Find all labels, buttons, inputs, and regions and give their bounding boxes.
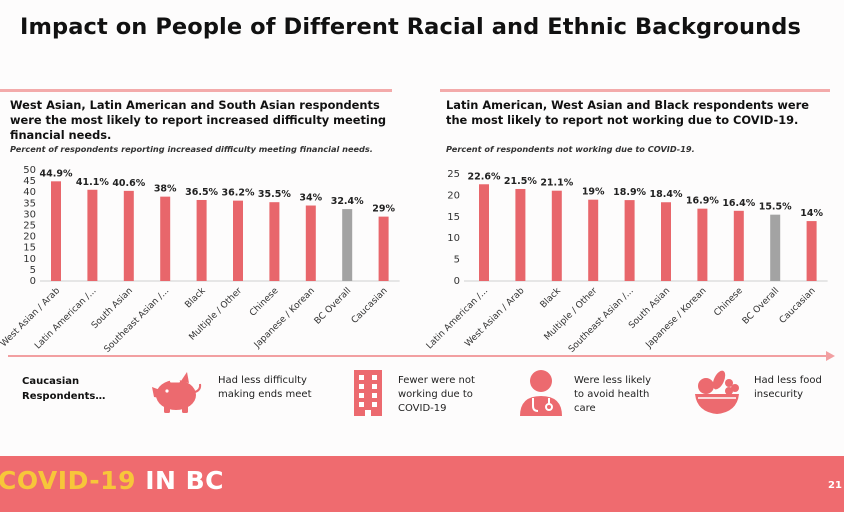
category-label: Southeast Asian /...: [102, 286, 171, 355]
bar: [378, 216, 389, 281]
bar: [160, 196, 171, 281]
bar: [196, 199, 207, 281]
y-tick-label: 0: [30, 276, 36, 287]
bar-value-label: 41.1%: [76, 177, 109, 188]
left-panel-subtitle: Percent of respondents reporting increas…: [10, 144, 373, 154]
bar: [51, 181, 61, 281]
bar: [305, 205, 316, 281]
y-tick-label: 50: [23, 165, 36, 176]
bar-value-label: 15.5%: [759, 202, 792, 213]
y-tick-label: 5: [454, 255, 460, 266]
bottom-item-2-text: Fewer were not working due to COVID-19: [398, 375, 475, 414]
category-label: Latin American /...: [33, 286, 98, 351]
bar-value-label: 18.4%: [650, 189, 683, 200]
y-tick-label: 10: [23, 254, 36, 265]
bar: [233, 200, 243, 281]
category-label: Japanese / Korean: [644, 286, 709, 351]
left-panel-heading: West Asian, Latin American and South Asi…: [10, 98, 387, 142]
bar-value-label: 38%: [154, 184, 177, 195]
doctor-icon: [516, 368, 566, 422]
category-label: Caucasian: [778, 286, 818, 326]
footer-brand-inbc: IN BC: [145, 466, 225, 495]
right-bar-chart: 0 5 10 15 20 25 22.6% Latin American /... 21.5% W…: [422, 0, 844, 356]
bar-value-label: 21.5%: [504, 176, 537, 187]
y-tick-label: 15: [447, 212, 460, 223]
category-label: Chinese: [712, 286, 745, 319]
bar: [269, 202, 280, 281]
y-tick-label: 30: [23, 209, 36, 220]
right-panel-subtitle: Percent of respondents not working due t…: [446, 144, 695, 154]
divider-arrow-head: [826, 351, 835, 361]
divider-arrow-line: [8, 355, 830, 357]
y-tick-label: 20: [447, 190, 460, 201]
category-label: BC Overall: [741, 286, 782, 327]
bar: [806, 221, 817, 281]
left-panel-rule: [0, 89, 392, 92]
y-tick-label: 35: [23, 198, 36, 209]
bottom-item-1-text: Had less difficulty making ends meet: [218, 375, 312, 400]
bar: [551, 190, 562, 281]
bar-value-label: 14%: [800, 208, 823, 219]
bar-value-label: 29%: [372, 204, 395, 215]
bar-value-label: 16.9%: [686, 196, 719, 207]
bar-value-label: 21.1%: [540, 178, 573, 189]
bar: [123, 190, 134, 281]
bar: [770, 214, 781, 281]
category-label: Latin American /...: [425, 286, 490, 351]
bar-value-label: 16.4%: [722, 198, 755, 209]
piggy-bank-icon: [148, 370, 204, 420]
bar-value-label: 36.5%: [185, 187, 218, 198]
y-tick-label: 45: [23, 176, 36, 187]
category-label: West Asian / Arab: [0, 286, 62, 349]
bar-value-label: 36.2%: [222, 188, 255, 199]
category-label: BC Overall: [313, 286, 354, 327]
y-tick-label: 0: [454, 276, 460, 287]
bar-value-label: 40.6%: [112, 178, 145, 189]
category-label: Caucasian: [350, 286, 390, 326]
bottom-item-4-text: Had less food insecurity: [754, 375, 822, 400]
y-tick-label: 25: [447, 169, 460, 180]
y-tick-label: 5: [30, 265, 36, 276]
category-label: Southeast Asian /...: [567, 286, 636, 355]
category-label: Chinese: [248, 286, 281, 319]
category-label: Black: [539, 285, 564, 310]
bar-value-label: 35.5%: [258, 189, 291, 200]
bar: [697, 208, 708, 281]
category-label: Black: [183, 285, 208, 310]
footer-brand: COVID-19 IN BC: [0, 466, 224, 495]
y-tick-label: 40: [23, 187, 36, 198]
bar-value-label: 18.9%: [613, 187, 646, 198]
page-number: 21: [828, 480, 842, 491]
bottom-lead-text: Caucasian Respondents…: [22, 376, 106, 402]
right-panel-heading: Latin American, West Asian and Black res…: [446, 98, 809, 127]
bottom-item-3-text: Were less likely to avoid health care: [574, 375, 652, 414]
y-tick-label: 10: [447, 233, 460, 244]
bar: [479, 184, 489, 281]
bar-value-label: 32.4%: [331, 196, 364, 207]
bar: [624, 200, 635, 281]
bar: [515, 188, 526, 281]
food-bowl-icon: [692, 368, 742, 422]
bar: [87, 189, 98, 281]
y-tick-label: 15: [23, 243, 36, 254]
y-tick-label: 25: [23, 221, 36, 232]
bar-value-label: 19%: [582, 187, 605, 198]
right-panel-rule: [440, 89, 830, 92]
bar: [342, 209, 353, 281]
slide-title: Impact on People of Different Racial and…: [20, 14, 801, 40]
category-label: Japanese / Korean: [252, 286, 317, 351]
y-tick-label: 20: [23, 232, 36, 243]
bar: [588, 199, 599, 281]
bar-value-label: 34%: [299, 193, 322, 204]
footer-band: [0, 456, 844, 512]
office-building-icon: [352, 368, 384, 422]
left-bar-chart: 0 5 10 15 20 25 30 35 40 45 50 44.9% West Asian / Ar…: [0, 0, 422, 356]
bar-value-label: 44.9%: [40, 168, 73, 179]
bar-value-label: 22.6%: [468, 171, 501, 182]
footer-brand-covid: COVID-19: [0, 466, 136, 495]
bar: [661, 202, 671, 281]
bar: [733, 210, 744, 281]
